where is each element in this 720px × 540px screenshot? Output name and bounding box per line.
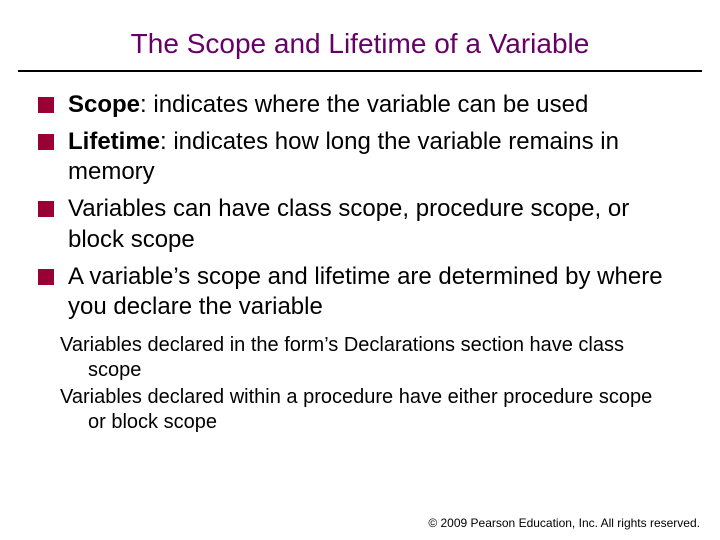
copyright-footer: © 2009 Pearson Education, Inc. All right… bbox=[428, 516, 700, 530]
bullet-lead: Scope bbox=[68, 91, 140, 118]
bullet-rest: : indicates where the variable can be us… bbox=[140, 91, 588, 118]
bullet-item: Scope: indicates where the variable can … bbox=[38, 90, 680, 121]
bullet-text: Scope: indicates where the variable can … bbox=[68, 90, 680, 121]
bullet-rest: A variable’s scope and lifetime are dete… bbox=[68, 263, 663, 321]
bullet-rest: Variables can have class scope, procedur… bbox=[68, 195, 629, 253]
square-bullet-icon bbox=[38, 269, 54, 285]
square-bullet-icon bbox=[38, 201, 54, 217]
square-bullet-icon bbox=[38, 134, 54, 150]
bullet-text: A variable’s scope and lifetime are dete… bbox=[68, 262, 680, 323]
bullet-text: Variables can have class scope, procedur… bbox=[68, 194, 680, 255]
title-rule bbox=[18, 70, 702, 72]
bullet-text: Lifetime: indicates how long the variabl… bbox=[68, 127, 680, 188]
sub-note: Variables declared in the form’s Declara… bbox=[60, 333, 660, 383]
bullet-item: Lifetime: indicates how long the variabl… bbox=[38, 127, 680, 188]
bullet-list: Scope: indicates where the variable can … bbox=[38, 90, 680, 323]
sub-note-list: Variables declared in the form’s Declara… bbox=[60, 333, 660, 435]
bullet-item: Variables can have class scope, procedur… bbox=[38, 194, 680, 255]
bullet-lead: Lifetime bbox=[68, 128, 160, 155]
slide-title: The Scope and Lifetime of a Variable bbox=[0, 0, 720, 70]
slide: The Scope and Lifetime of a Variable Sco… bbox=[0, 0, 720, 540]
square-bullet-icon bbox=[38, 97, 54, 113]
bullet-item: A variable’s scope and lifetime are dete… bbox=[38, 262, 680, 323]
sub-note: Variables declared within a procedure ha… bbox=[60, 385, 660, 435]
